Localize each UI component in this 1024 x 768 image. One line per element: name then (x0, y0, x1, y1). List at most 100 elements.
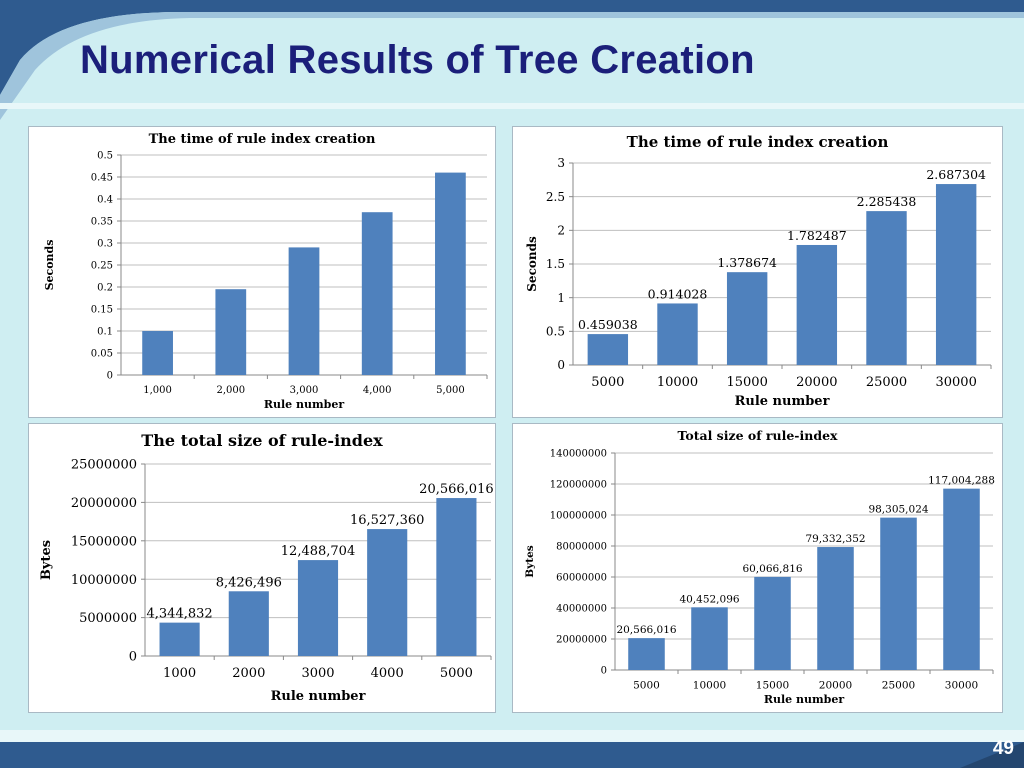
bar (935, 184, 977, 365)
y-axis-label: Bytes (39, 540, 54, 580)
y-tick-label: 0.05 (91, 349, 113, 360)
x-tick-label: 15000 (756, 680, 789, 692)
chart-title: The total size of rule-index (141, 431, 383, 450)
chart-panel-time-small: The time of rule index creation 0 0.05 0.1 0… (28, 126, 496, 418)
bar (754, 576, 791, 670)
y-tick-label: 0.1 (97, 327, 113, 338)
y-tick-label: 0.5 (97, 151, 113, 162)
x-tick-label: 3,000 (290, 385, 319, 396)
y-tick-label: 3 (557, 156, 565, 170)
bar (159, 622, 200, 656)
bar (880, 517, 917, 670)
bar (726, 272, 768, 365)
x-tick-label: 2,000 (216, 385, 245, 396)
y-axis-label: Seconds (43, 240, 56, 291)
page-number: 49 (992, 738, 1014, 759)
y-tick-label: 1.5 (546, 257, 565, 271)
y-tick-label: 5000000 (79, 611, 137, 626)
x-tick-label: 4000 (371, 666, 404, 681)
x-tick-label: 1000 (163, 666, 196, 681)
y-tick-label: 1 (557, 291, 565, 305)
bar-chart-size-1000-5000: The total size of rule-index 0 5000000 1000… (39, 431, 494, 704)
y-tick-label: 40000000 (556, 604, 607, 615)
y-tick-label: 25000000 (71, 458, 137, 473)
x-tick-label: 20000 (796, 375, 837, 390)
y-axis-label: Bytes (524, 545, 536, 578)
bar (228, 591, 269, 656)
x-tick-label: 1,000 (143, 385, 172, 396)
bar (943, 488, 980, 670)
y-tick-label: 100000000 (550, 511, 607, 522)
x-tick-label: 3000 (301, 666, 334, 681)
data-label: 4,344,832 (147, 607, 213, 622)
bar (142, 331, 173, 375)
y-tick-label: 0.2 (97, 283, 113, 294)
x-tick-label: 20000 (819, 680, 852, 692)
chart-title: The time of rule index creation (627, 133, 889, 151)
x-axis-label: Rule number (271, 689, 366, 704)
bar (657, 303, 698, 365)
chart-panel-time-large: The time of rule index creation 0 0.5 1 1.5 2… (512, 126, 1003, 418)
bar (288, 247, 320, 375)
y-tick-label: 20000000 (71, 496, 137, 511)
y-tick-label: 10000000 (71, 573, 137, 588)
y-tick-label: 140000000 (550, 449, 607, 460)
chart-title: Total size of rule-index (678, 428, 839, 443)
data-label: 117,004,288 (928, 475, 995, 487)
data-label: 98,305,024 (868, 504, 928, 516)
y-tick-label: 20000000 (556, 635, 607, 646)
x-tick-label: 30000 (935, 375, 976, 390)
data-label: 2.285438 (857, 194, 917, 209)
x-tick-label: 25000 (866, 375, 907, 390)
bar (435, 172, 466, 375)
x-tick-label: 4,000 (363, 385, 392, 396)
y-tick-label: 120000000 (550, 480, 607, 491)
data-label: 20,566,016 (419, 482, 493, 497)
x-tick-label: 10000 (693, 680, 726, 692)
y-tick-label: 2 (557, 224, 565, 238)
chart-title: The time of rule index creation (149, 132, 376, 147)
x-tick-label: 25000 (882, 680, 915, 692)
data-label: 12,488,704 (281, 544, 355, 559)
data-label: 0.914028 (648, 286, 708, 301)
data-label: 0.459038 (578, 317, 638, 332)
bar (628, 638, 665, 670)
x-tick-label: 5000 (591, 375, 624, 390)
data-label: 20,566,016 (616, 624, 676, 636)
bar (367, 529, 408, 656)
data-label: 8,426,496 (216, 575, 282, 590)
y-tick-label: 0 (557, 358, 565, 372)
data-label: 60,066,816 (742, 563, 802, 575)
bar-chart-size-5000-30000: Total size of rule-index 0 20000000 4000000… (524, 428, 995, 706)
bar (817, 547, 854, 670)
data-label: 1.782487 (787, 228, 847, 243)
y-tick-label: 0 (129, 650, 137, 665)
x-tick-label: 30000 (945, 680, 978, 692)
x-tick-label: 2000 (232, 666, 265, 681)
y-tick-label: 0.15 (91, 305, 113, 316)
x-axis-label: Rule number (764, 693, 844, 706)
data-label: 79,332,352 (805, 533, 865, 545)
x-tick-label: 10000 (657, 375, 698, 390)
y-tick-label: 80000000 (556, 542, 607, 553)
data-label: 40,452,096 (679, 593, 739, 605)
x-axis-label: Rule number (735, 394, 830, 409)
bar (215, 289, 247, 375)
bar (866, 211, 907, 365)
x-tick-label: 5000 (440, 666, 473, 681)
slide-title: Numerical Results of Tree Creation (80, 38, 755, 82)
y-tick-label: 0.5 (546, 325, 565, 339)
bar-chart-time-1000-5000: The time of rule index creation 0 0.05 0.1 0… (43, 132, 488, 411)
y-tick-label: 15000000 (71, 534, 137, 549)
bar (796, 244, 838, 365)
y-tick-label: 0 (601, 666, 607, 677)
y-axis-label: Seconds (525, 236, 539, 292)
y-tick-label: 0.25 (91, 261, 113, 272)
chart-panel-size-small: The total size of rule-index 0 5000000 1000… (28, 423, 496, 713)
data-label: 2.687304 (926, 167, 986, 182)
chart-panel-size-large: Total size of rule-index 0 20000000 4000000… (512, 423, 1003, 713)
x-tick-label: 5,000 (436, 385, 465, 396)
y-tick-label: 0.45 (91, 173, 113, 184)
bar-chart-time-5000-30000: The time of rule index creation 0 0.5 1 1.5 2… (525, 133, 992, 409)
y-tick-label: 60000000 (556, 573, 607, 584)
